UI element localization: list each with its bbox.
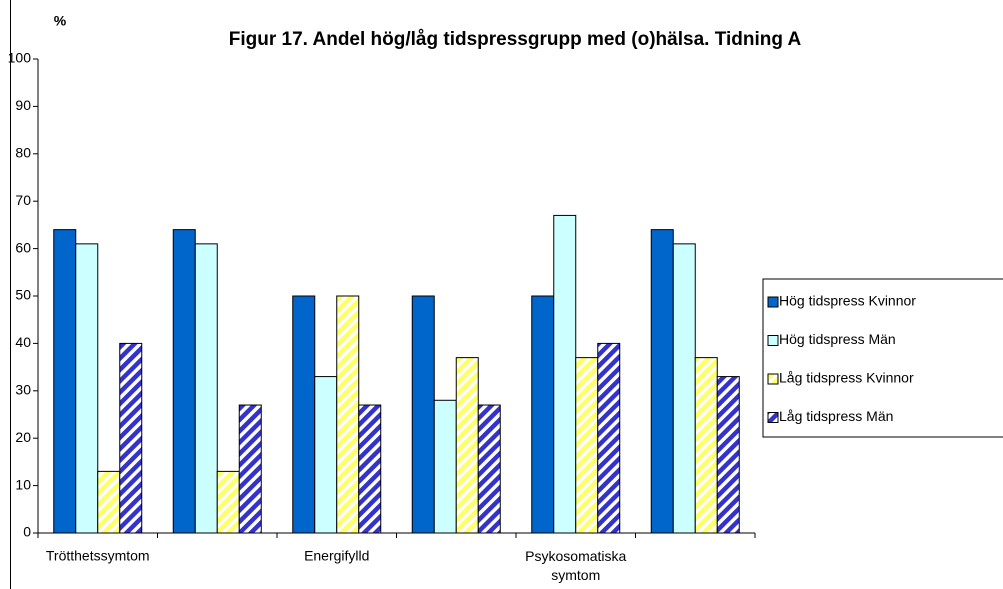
chart-frame	[10, 0, 11, 589]
bar	[358, 404, 382, 534]
bar	[597, 342, 621, 534]
bar	[53, 229, 77, 534]
y-tick-label: 60	[15, 239, 31, 255]
legend-label: Låg tidspress Män	[779, 408, 893, 424]
bar	[455, 357, 479, 534]
y-tick-label: 10	[15, 476, 31, 492]
y-tick-label: 30	[15, 382, 31, 398]
y-tick-label: 40	[15, 334, 31, 350]
bar	[477, 404, 501, 534]
bar	[716, 376, 740, 534]
y-axis-label: %	[54, 13, 67, 29]
bar	[292, 295, 316, 534]
y-tick-label: 100	[8, 50, 32, 66]
legend-swatch	[767, 412, 779, 423]
bar	[238, 404, 262, 534]
chart-title: Figur 17. Andel hög/låg tidspressgrupp m…	[229, 29, 802, 50]
bar	[336, 295, 360, 534]
bar	[97, 470, 121, 534]
y-tick-label: 50	[15, 287, 31, 303]
bar	[411, 295, 435, 534]
y-tick-label: 80	[15, 145, 31, 161]
y-tick-label: 0	[23, 524, 31, 540]
legend-swatch	[767, 335, 779, 346]
bar	[75, 243, 99, 534]
x-tick-label: Psykosomatiska symtom	[525, 548, 626, 583]
bar	[216, 470, 240, 534]
bar	[314, 376, 338, 534]
bar	[650, 229, 674, 534]
bar	[172, 229, 196, 534]
bar	[553, 214, 577, 534]
x-tick-label: Trötthetssymtom	[46, 548, 150, 564]
legend-box	[762, 278, 1003, 438]
legend-swatch	[767, 373, 779, 385]
y-tick-label: 70	[15, 192, 31, 208]
legend-swatch	[767, 296, 779, 308]
bar	[672, 243, 696, 534]
bar	[433, 399, 457, 534]
bar	[694, 357, 718, 534]
bar	[531, 295, 555, 534]
legend-label: Låg tidspress Kvinnor	[779, 370, 914, 386]
x-tick-label: Energifylld	[304, 548, 369, 564]
y-tick-label: 90	[15, 97, 31, 113]
bar	[575, 357, 599, 534]
bar	[194, 243, 218, 534]
legend-label: Hög tidspress Kvinnor	[779, 293, 916, 309]
legend-label: Hög tidspress Män	[779, 331, 896, 347]
bar	[119, 342, 143, 534]
y-tick-label: 20	[15, 429, 31, 445]
